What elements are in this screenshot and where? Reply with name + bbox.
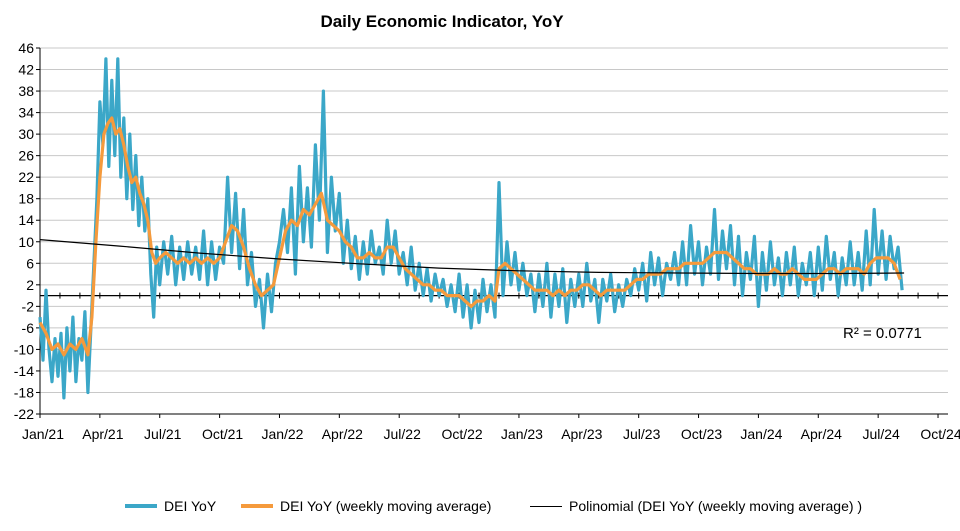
y-tick-label: 38 xyxy=(18,83,34,99)
y-tick-label: 14 xyxy=(18,212,34,228)
axis-layer xyxy=(36,47,948,418)
label-layer: 46 42 38 34 30 26 22 18 14 10 6 2 -2 -6 -10 -14 -18 -22 Ja… xyxy=(14,40,960,442)
x-tick-label: Jan/21 xyxy=(22,426,64,442)
y-tick-label: -2 xyxy=(22,298,35,314)
x-tick-label: Apr/21 xyxy=(82,426,123,442)
legend-label-dei-yoy: DEI YoY xyxy=(164,498,217,514)
x-tick-label: Apr/24 xyxy=(801,426,842,442)
x-tick-label: Jul/24 xyxy=(862,426,900,442)
x-tick-label: Jan/23 xyxy=(501,426,543,442)
y-tick-label: 18 xyxy=(18,191,34,207)
legend-label-moving-average: DEI YoY (weekly moving average) xyxy=(280,498,492,514)
x-tick-label: Oct/21 xyxy=(202,426,243,442)
y-tick-label: 26 xyxy=(18,148,34,164)
y-tick-label: 2 xyxy=(26,277,34,293)
legend-swatch-dei-yoy xyxy=(125,504,157,508)
chart-title: Daily Economic Indicator, YoY xyxy=(320,12,564,31)
legend-item-moving-average: DEI YoY (weekly moving average) xyxy=(241,498,491,514)
y-tick-label: 46 xyxy=(18,40,34,56)
x-tick-label: Jan/24 xyxy=(740,426,782,442)
y-tick-label: 22 xyxy=(18,169,34,185)
grid-layer xyxy=(40,47,948,415)
legend-swatch-moving-average xyxy=(241,504,273,508)
legend-label-polynomial: Polinomial (DEI YoY (weekly moving avera… xyxy=(569,498,863,514)
x-tick-label: Jul/22 xyxy=(384,426,422,442)
y-tick-label: -14 xyxy=(14,363,34,379)
y-tick-label: -10 xyxy=(14,341,34,357)
x-tick-label: Oct/24 xyxy=(920,426,960,442)
series-polynomial-trend-line xyxy=(39,239,905,275)
series-moving-average-line xyxy=(38,116,902,357)
series-layer xyxy=(38,57,905,400)
x-tick-label: Jul/23 xyxy=(623,426,661,442)
y-tick-label: 34 xyxy=(18,105,34,121)
x-tick-label: Jan/22 xyxy=(261,426,303,442)
legend-item-polynomial: Polinomial (DEI YoY (weekly moving avera… xyxy=(530,498,862,514)
legend-swatch-polynomial xyxy=(530,505,562,507)
y-tick-label: 30 xyxy=(18,126,34,142)
x-tick-label: Jul/21 xyxy=(144,426,182,442)
x-tick-label: Oct/22 xyxy=(441,426,482,442)
y-tick-label: 6 xyxy=(26,255,34,271)
y-tick-label: -18 xyxy=(14,384,34,400)
x-tick-label: Apr/22 xyxy=(322,426,363,442)
y-tick-label: -22 xyxy=(14,406,34,422)
y-tick-label: 10 xyxy=(18,234,34,250)
series-dei-yoy-line xyxy=(38,57,904,400)
x-tick-label: Apr/23 xyxy=(561,426,602,442)
y-tick-label: -6 xyxy=(22,320,35,336)
r-squared-annotation: R² = 0.0771 xyxy=(843,325,922,342)
x-tick-label: Oct/23 xyxy=(681,426,722,442)
legend-item-dei-yoy: DEI YoY xyxy=(125,498,216,514)
y-tick-label: 42 xyxy=(18,62,34,78)
